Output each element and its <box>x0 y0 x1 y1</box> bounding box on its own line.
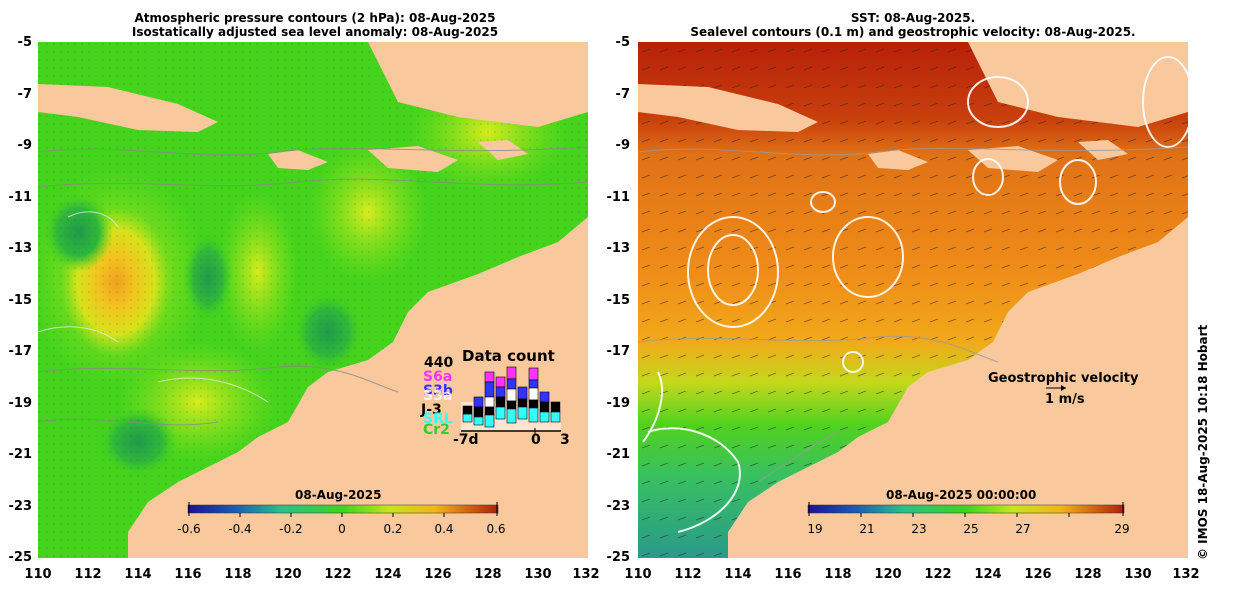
x-tick: 110 <box>624 567 652 582</box>
right-title-line1: SST: 08-Aug-2025. <box>850 11 976 25</box>
x-tick: 124 <box>974 567 1002 582</box>
x-tick: 126 <box>424 567 452 582</box>
x-tick: 132 <box>572 567 600 582</box>
sat-s6a: S6a <box>423 369 453 385</box>
y-tick: -13 <box>606 241 631 256</box>
sat-cr2: Cr2 <box>423 422 450 438</box>
data-count-xend: 3 <box>560 432 570 448</box>
x-tick: 112 <box>674 567 702 582</box>
y-tick: -17 <box>606 344 631 359</box>
data-count-title: Data count <box>462 347 555 365</box>
y-tick: -19 <box>8 396 33 411</box>
y-tick: -5 <box>17 35 32 50</box>
sla-colorbar <box>187 504 499 514</box>
y-tick: -25 <box>8 550 33 565</box>
sst-colorbar-date: 08-Aug-2025 00:00:00 <box>886 488 1037 502</box>
data-count-xstart: -7d <box>453 432 479 448</box>
sat-srl: SRL <box>423 411 453 427</box>
left-title-line2: Isostatically adjusted sea level anomaly… <box>131 25 499 39</box>
y-tick: -9 <box>615 138 630 153</box>
x-tick: 110 <box>24 567 52 582</box>
sst-tick: 23 <box>911 522 927 536</box>
imos-credit: © IMOS 18-Aug-2025 10:18 Hobart <box>1196 324 1210 560</box>
y-tick: -15 <box>606 293 631 308</box>
x-tick: 118 <box>824 567 852 582</box>
x-tick: 126 <box>1024 567 1052 582</box>
data-count-bars <box>461 366 561 434</box>
sst-tick: 19 <box>807 522 823 536</box>
right-title: SST: 08-Aug-2025. Sealevel contours (0.1… <box>638 11 1188 39</box>
y-tick: -23 <box>8 499 33 514</box>
y-tick: -19 <box>606 396 631 411</box>
sst-tick: 27 <box>1015 522 1031 536</box>
sla-map-canvas <box>38 42 588 558</box>
x-tick: 116 <box>774 567 802 582</box>
y-tick: -23 <box>606 499 631 514</box>
right-title-line2: Sealevel contours (0.1 m) and geostrophi… <box>690 25 1136 39</box>
y-tick: -7 <box>615 87 630 102</box>
x-tick: 128 <box>1074 567 1102 582</box>
x-tick: 132 <box>1172 567 1200 582</box>
sat-s3b: S3b <box>423 383 453 399</box>
x-tick: 122 <box>924 567 952 582</box>
left-title-line1: Atmospheric pressure contours (2 hPa): 0… <box>134 11 496 25</box>
x-tick: 120 <box>874 567 902 582</box>
y-tick: -11 <box>8 190 33 205</box>
y-tick: -13 <box>8 241 33 256</box>
x-tick: 118 <box>224 567 252 582</box>
sla-tick: -0.2 <box>279 522 303 536</box>
sla-tick: 0.4 <box>434 522 454 536</box>
y-tick: -9 <box>17 138 32 153</box>
x-tick: 128 <box>474 567 502 582</box>
y-tick: -21 <box>8 447 33 462</box>
data-count-xmid: 0 <box>531 432 541 448</box>
sst-tick: 25 <box>963 522 979 536</box>
x-tick: 120 <box>274 567 302 582</box>
x-tick: 114 <box>724 567 752 582</box>
sat-j3: J-3 <box>421 402 442 418</box>
sst-map[interactable] <box>638 42 1188 558</box>
sla-map[interactable] <box>38 42 588 558</box>
sla-tick: 0 <box>338 522 346 536</box>
velocity-legend-scale: 1 m/s <box>1045 392 1085 407</box>
sst-colorbar <box>807 504 1125 514</box>
sst-tick: 21 <box>859 522 875 536</box>
sla-tick: -0.6 <box>177 522 201 536</box>
y-tick: -17 <box>8 344 33 359</box>
sst-map-canvas <box>638 42 1188 558</box>
x-tick: 122 <box>324 567 352 582</box>
x-tick: 112 <box>74 567 102 582</box>
x-tick: 114 <box>124 567 152 582</box>
sat-s3a: S3a <box>423 388 453 404</box>
x-tick: 124 <box>374 567 402 582</box>
left-title: Atmospheric pressure contours (2 hPa): 0… <box>40 11 590 39</box>
y-tick: -11 <box>606 190 631 205</box>
y-tick: -21 <box>606 447 631 462</box>
data-count-max: 440 <box>424 355 454 371</box>
y-tick: -7 <box>17 87 32 102</box>
sla-tick: 0.2 <box>383 522 403 536</box>
sla-tick: -0.4 <box>228 522 252 536</box>
y-tick: -15 <box>8 293 33 308</box>
velocity-legend-title: Geostrophic velocity <box>988 371 1139 386</box>
y-tick: -25 <box>606 550 631 565</box>
sla-colorbar-date: 08-Aug-2025 <box>295 488 382 502</box>
y-tick: -5 <box>615 35 630 50</box>
sla-tick: 0.6 <box>486 522 506 536</box>
x-tick: 116 <box>174 567 202 582</box>
x-tick: 130 <box>1124 567 1152 582</box>
sst-tick: 29 <box>1114 522 1130 536</box>
x-tick: 130 <box>524 567 552 582</box>
